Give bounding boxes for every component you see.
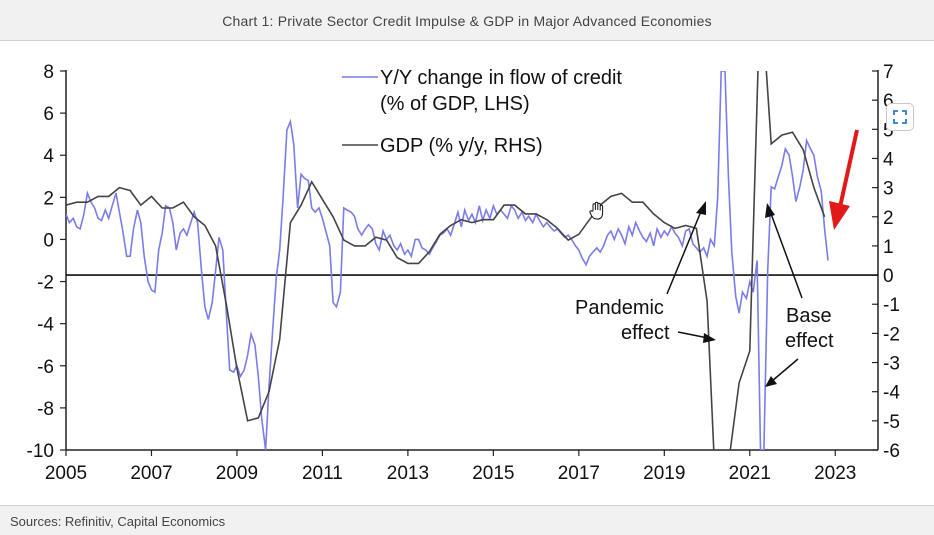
title-bar: Chart 1: Private Sector Credit Impulse &… xyxy=(0,0,934,41)
footer: Sources: Refinitiv, Capital Economics xyxy=(0,505,934,535)
left-tick-label: 8 xyxy=(43,62,54,83)
x-tick-label: 2017 xyxy=(558,463,600,484)
left-tick-label: 4 xyxy=(43,146,54,167)
left-tick-label: -6 xyxy=(37,357,54,378)
right-tick-label: 2 xyxy=(883,208,894,229)
x-tick-label: 2013 xyxy=(387,463,429,484)
pandemic-annotation: Pandemic effect xyxy=(575,201,716,344)
axes xyxy=(65,70,879,451)
x-tick-label: 2007 xyxy=(130,463,172,484)
chart: 8 6 4 2 0 -2 -4 -6 -8 -10 7 6 5 4 3 2 1 0 -1 -2 -3 -4 -5 -6 20… xyxy=(27,62,901,484)
x-tick-label: 2015 xyxy=(472,463,514,484)
right-tick-label: 7 xyxy=(883,62,894,83)
base-arrowhead-down xyxy=(765,376,777,387)
right-tick-label: -5 xyxy=(883,412,900,433)
pandemic-arrow-up xyxy=(666,208,703,295)
plot-area: 8 6 4 2 0 -2 -4 -6 -8 -10 7 6 5 4 3 2 1 0 -1 -2 -3 -4 -5 -6 20… xyxy=(0,41,934,505)
annotation-base-line2: effect xyxy=(785,330,834,352)
legend-credit-label-1: Y/Y change in flow of credit xyxy=(380,67,622,89)
red-arrow-shaft xyxy=(838,129,859,208)
legend: Y/Y change in flow of credit (% of GDP, … xyxy=(342,67,622,157)
right-tick-label: 0 xyxy=(883,266,894,287)
x-axis-ticks: 2005 2007 2009 2011 2013 2015 2017 2019 2021 2023 xyxy=(45,450,856,484)
x-tick-label: 2021 xyxy=(729,463,771,484)
right-tick-label: -2 xyxy=(883,324,900,345)
left-tick-label: -4 xyxy=(37,315,54,336)
hand-cursor-icon xyxy=(586,200,608,222)
pandemic-arrow-right xyxy=(677,331,709,339)
chart-title: Chart 1: Private Sector Credit Impulse &… xyxy=(222,13,712,29)
legend-gdp-label: GDP (% y/y, RHS) xyxy=(380,135,543,157)
x-tick-label: 2009 xyxy=(216,463,258,484)
annotation-pandemic-line1: Pandemic xyxy=(575,297,664,319)
base-arrowhead-up xyxy=(765,203,775,218)
left-tick-label: 6 xyxy=(43,104,54,125)
right-tick-label: 4 xyxy=(883,149,894,170)
source-note: Sources: Refinitiv, Capital Economics xyxy=(10,514,226,529)
right-tick-label: 1 xyxy=(883,237,894,258)
right-tick-label: -4 xyxy=(883,383,900,404)
left-tick-label: -2 xyxy=(37,273,54,294)
base-arrow-up xyxy=(769,210,803,299)
right-tick-label: -6 xyxy=(883,441,900,462)
left-axis-ticks: 8 6 4 2 0 -2 -4 -6 -8 -10 xyxy=(27,62,66,462)
x-tick-label: 2005 xyxy=(45,463,87,484)
base-arrow-down xyxy=(771,358,799,382)
right-tick-label: -1 xyxy=(883,295,900,316)
right-tick-label: 3 xyxy=(883,179,894,200)
left-tick-label: -8 xyxy=(37,399,54,420)
left-tick-label: 0 xyxy=(43,230,54,251)
red-arrow-icon xyxy=(829,129,859,230)
left-tick-label: -10 xyxy=(27,441,54,462)
right-tick-label: 6 xyxy=(883,91,894,112)
annotation-pandemic-line2: effect xyxy=(621,322,670,344)
expand-icon xyxy=(893,110,907,124)
left-tick-label: 2 xyxy=(43,188,54,209)
x-tick-label: 2023 xyxy=(814,463,856,484)
right-tick-label: -3 xyxy=(883,354,900,375)
red-arrow-head xyxy=(829,201,850,230)
x-tick-label: 2019 xyxy=(643,463,685,484)
right-tick-label: 5 xyxy=(883,120,894,141)
annotation-base-line1: Base xyxy=(786,305,832,327)
credit-series-line xyxy=(66,71,829,450)
expand-button[interactable] xyxy=(886,103,914,131)
gdp-series-line xyxy=(66,71,826,450)
pandemic-arrowhead-right xyxy=(703,333,716,343)
x-tick-label: 2011 xyxy=(302,463,343,484)
base-annotation: Base effect xyxy=(765,203,834,387)
pandemic-arrowhead-up xyxy=(696,201,706,215)
legend-credit-label-2: (% of GDP, LHS) xyxy=(380,93,530,115)
